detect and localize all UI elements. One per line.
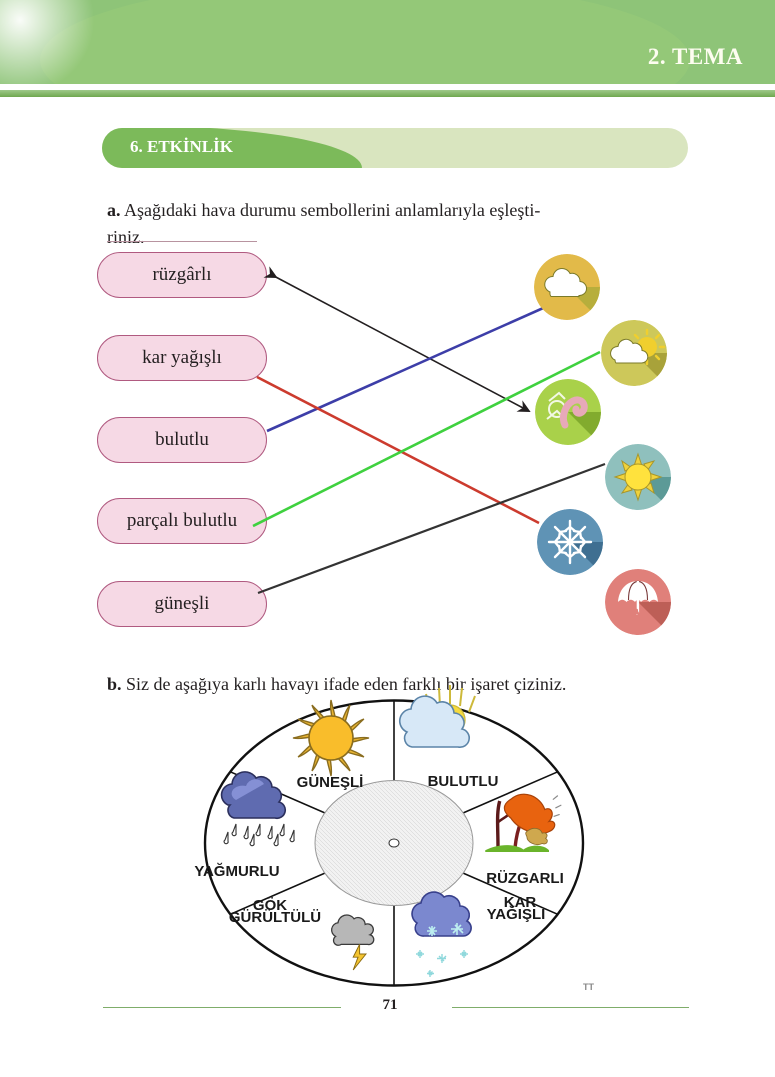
svg-text:BULUTLU: BULUTLU — [428, 773, 499, 790]
svg-text:YAĞMURLU: YAĞMURLU — [194, 862, 279, 880]
svg-text:YAĞIŞLI: YAĞIŞLI — [487, 905, 546, 923]
svg-text:GÜNEŞLİ: GÜNEŞLİ — [297, 774, 364, 791]
svg-text:RÜZGARLI: RÜZGARLI — [486, 870, 564, 887]
svg-text:GÜRÜLTÜLÜ: GÜRÜLTÜLÜ — [229, 909, 321, 926]
